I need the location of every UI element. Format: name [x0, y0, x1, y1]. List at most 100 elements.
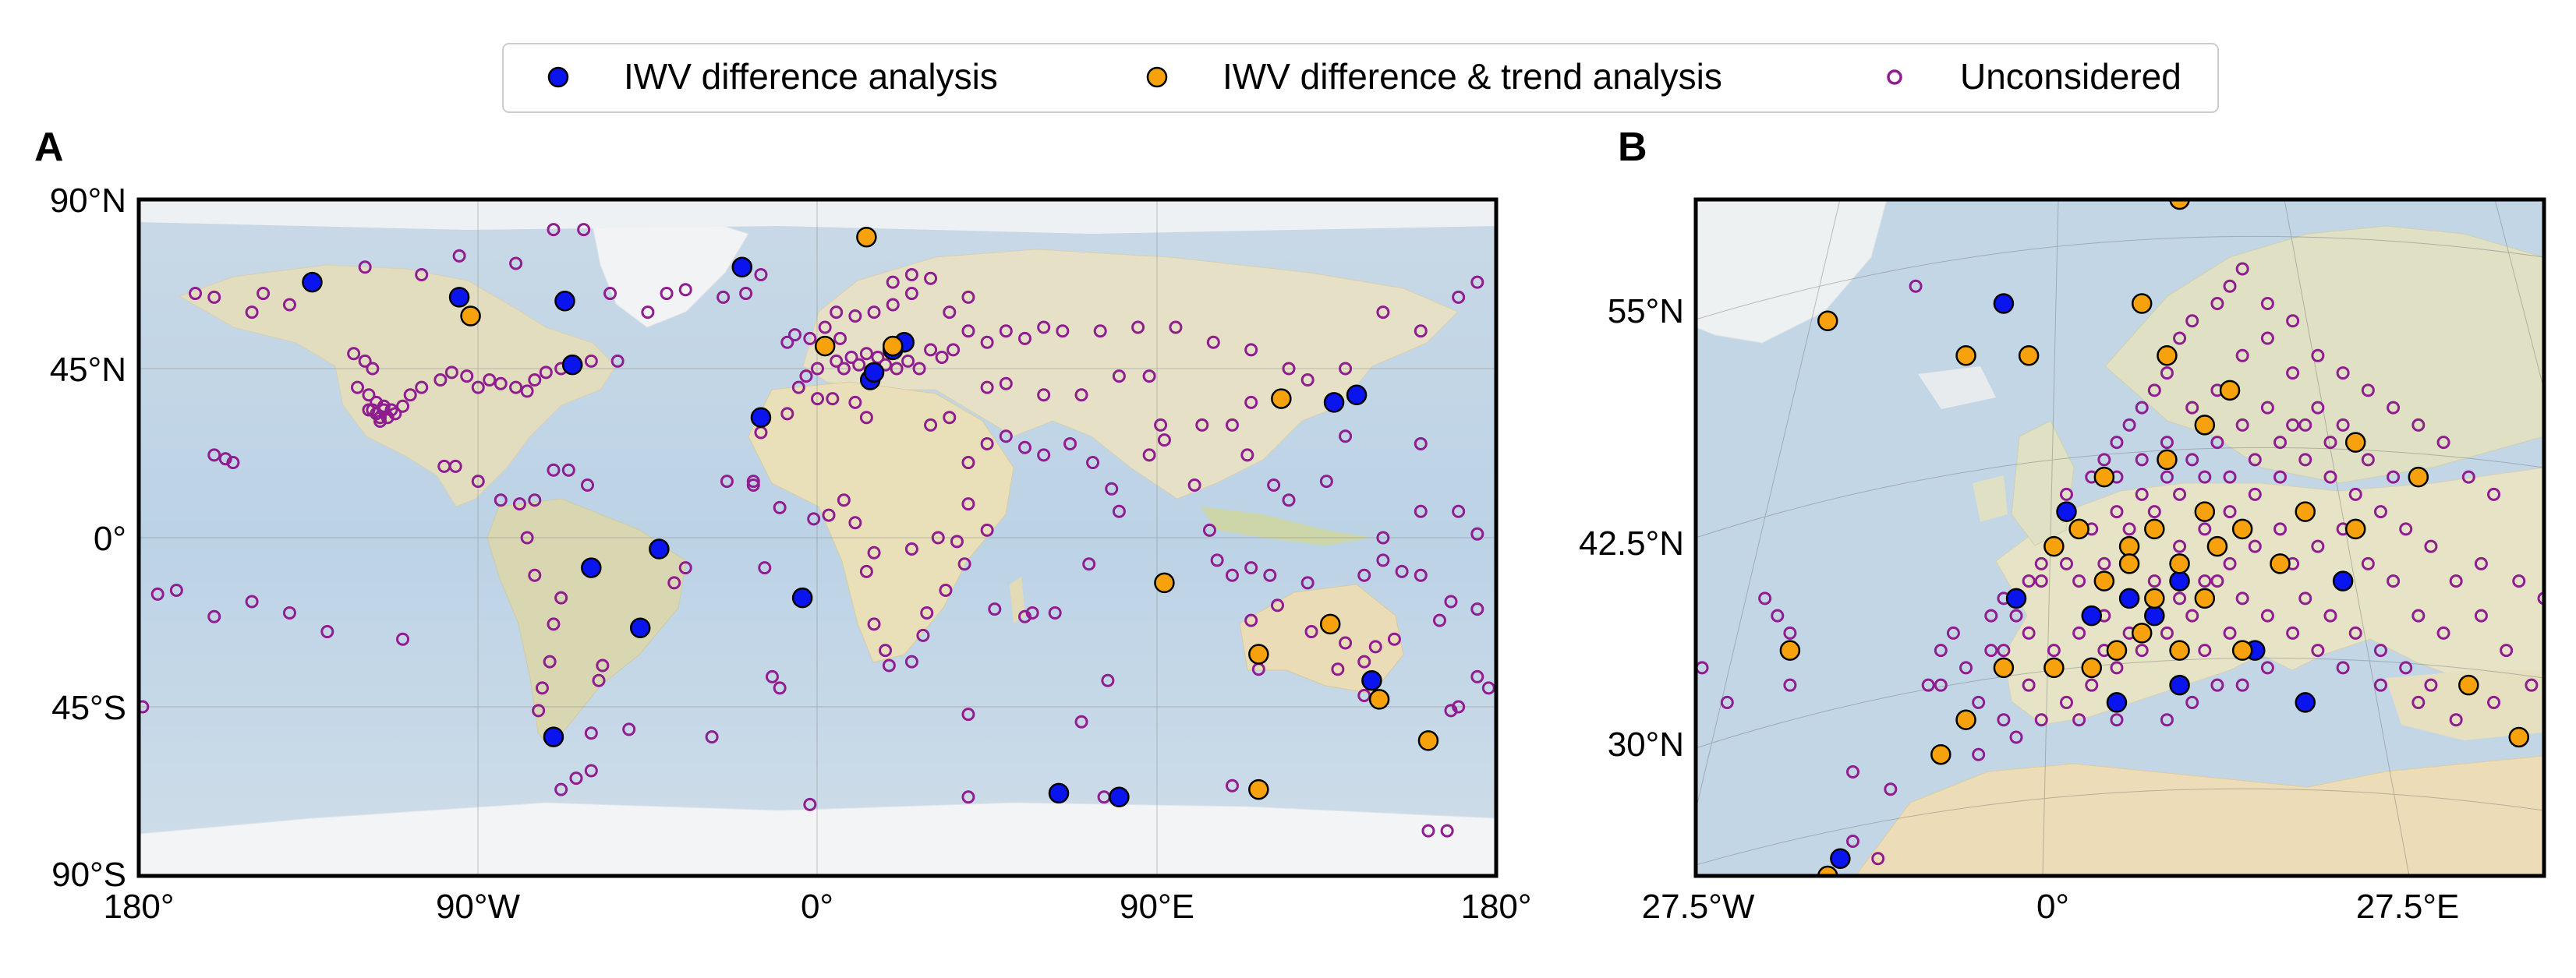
iwv-trend-station-marker: [2231, 640, 2253, 661]
unconsidered-station-marker: [867, 617, 881, 631]
unconsidered-station-marker: [2399, 661, 2413, 675]
unconsidered-station-marker: [1984, 609, 1998, 623]
unconsidered-station-marker: [660, 287, 674, 301]
unconsidered-station-marker: [358, 354, 372, 368]
unconsidered-station-marker: [528, 372, 542, 387]
unconsidered-station-marker: [2298, 453, 2312, 467]
unconsidered-station-marker: [2210, 678, 2224, 692]
unconsidered-station-marker: [999, 429, 1013, 443]
unconsidered-station-marker: [1984, 644, 1998, 658]
iwv-difference-station-marker: [863, 362, 885, 383]
unconsidered-station-marker: [584, 764, 598, 778]
unconsidered-station-marker: [2311, 539, 2325, 553]
unconsidered-station-marker: [882, 658, 896, 673]
unconsidered-station-marker: [811, 362, 824, 376]
unconsidered-station-marker: [2034, 556, 2048, 570]
unconsidered-station-marker: [961, 324, 975, 338]
unconsidered-station-marker: [358, 260, 372, 274]
unconsidered-station-marker: [1845, 764, 1859, 779]
unconsidered-station-marker: [1282, 493, 1296, 507]
unconsidered-station-marker: [1225, 418, 1239, 432]
iwv-trend-station-marker: [814, 335, 836, 357]
unconsidered-station-marker: [1376, 305, 1390, 320]
unconsidered-station-marker: [1421, 824, 1435, 838]
unconsidered-station-marker: [803, 331, 817, 345]
unconsidered-station-marker: [2373, 644, 2387, 658]
unconsidered-station-marker: [2097, 556, 2111, 570]
iwv-trend-station-marker: [1248, 779, 1269, 800]
unconsidered-station-marker: [2198, 522, 2212, 536]
unconsidered-station-marker: [532, 704, 546, 718]
unconsidered-station-marker: [2235, 678, 2249, 692]
unconsidered-station-marker: [2085, 678, 2099, 692]
unconsidered-station-marker: [471, 380, 485, 394]
iwv-trend-station-marker: [2194, 588, 2216, 609]
unconsidered-station-marker: [189, 287, 203, 301]
iwv-trend-station-marker: [460, 305, 481, 327]
unconsidered-station-marker: [2311, 401, 2325, 415]
unconsidered-station-marker: [901, 354, 915, 368]
unconsidered-station-marker: [415, 380, 429, 394]
iwv-difference-station-marker: [1048, 782, 1070, 804]
unconsidered-station-marker: [780, 335, 794, 349]
unconsidered-station-marker: [1909, 279, 1923, 293]
unconsidered-station-marker: [2110, 713, 2124, 727]
unconsidered-station-marker: [512, 497, 526, 511]
unconsidered-station-marker: [773, 681, 787, 695]
unconsidered-station-marker: [2135, 453, 2149, 467]
iwv-trend-station-marker: [2093, 570, 2115, 591]
unconsidered-station-marker: [961, 790, 975, 804]
unconsidered-station-marker: [547, 223, 561, 237]
unconsidered-station-marker: [787, 328, 801, 342]
iwv-trend-station-marker: [2169, 199, 2190, 210]
unconsidered-station-marker: [705, 730, 719, 744]
unconsidered-station-marker: [1884, 782, 1898, 796]
unconsidered-station-marker: [1357, 689, 1371, 703]
unconsidered-station-marker: [935, 351, 949, 365]
unconsidered-station-marker: [2185, 453, 2199, 467]
unconsidered-station-marker: [1414, 504, 1428, 518]
unconsidered-station-marker: [1056, 324, 1070, 338]
unconsidered-station-marker: [2298, 591, 2312, 606]
unconsidered-station-marker: [1086, 456, 1100, 470]
unconsidered-station-marker: [961, 497, 975, 511]
unconsidered-station-marker: [2411, 609, 2426, 623]
unconsidered-station-marker: [2436, 626, 2450, 640]
unconsidered-station-marker: [720, 475, 734, 489]
unconsidered-station-marker: [2273, 470, 2288, 484]
unconsidered-station-marker: [2336, 366, 2350, 380]
north-africa-land: [1855, 755, 2544, 876]
unconsidered-station-marker: [818, 320, 832, 334]
unconsidered-station-marker: [1263, 568, 1277, 582]
unconsidered-station-marker: [384, 403, 398, 417]
unconsidered-station-marker: [437, 459, 451, 473]
unconsidered-station-marker: [867, 545, 881, 560]
unconsidered-station-marker: [2223, 556, 2237, 570]
unconsidered-station-marker: [1225, 779, 1239, 793]
unconsidered-station-marker: [584, 354, 598, 368]
iwv-difference-station-marker: [1346, 384, 1368, 406]
panel-b-xtick: 27.5°W: [1642, 888, 1755, 926]
iwv-trend-station-marker: [2144, 518, 2165, 540]
indonesia-land: [1201, 507, 1372, 545]
unconsidered-station-marker: [2387, 470, 2401, 484]
unconsidered-station-marker: [1202, 523, 1216, 537]
iwv-trend-station-marker: [2295, 501, 2316, 522]
panel-a-frame: [136, 197, 1499, 878]
unconsidered-station-marker: [257, 287, 271, 301]
unconsidered-station-marker: [554, 782, 568, 796]
unconsidered-station-marker: [904, 655, 918, 669]
unconsidered-station-marker: [2286, 366, 2300, 380]
iwv-difference-station-marker: [2169, 570, 2190, 591]
iwv-trend-station-marker: [2118, 553, 2140, 574]
unconsidered-station-marker: [1037, 320, 1051, 334]
unconsidered-station-marker: [837, 493, 851, 507]
unconsidered-station-marker: [803, 797, 817, 811]
africa-land: [748, 381, 1014, 663]
unconsidered-station-marker: [2110, 661, 2124, 675]
unconsidered-station-marker: [1783, 678, 1797, 692]
unconsidered-station-marker: [1845, 834, 1859, 848]
iwv-trend-station-marker: [2270, 553, 2291, 574]
unconsidered-station-marker: [1048, 606, 1062, 620]
unconsidered-station-marker: [218, 452, 232, 466]
